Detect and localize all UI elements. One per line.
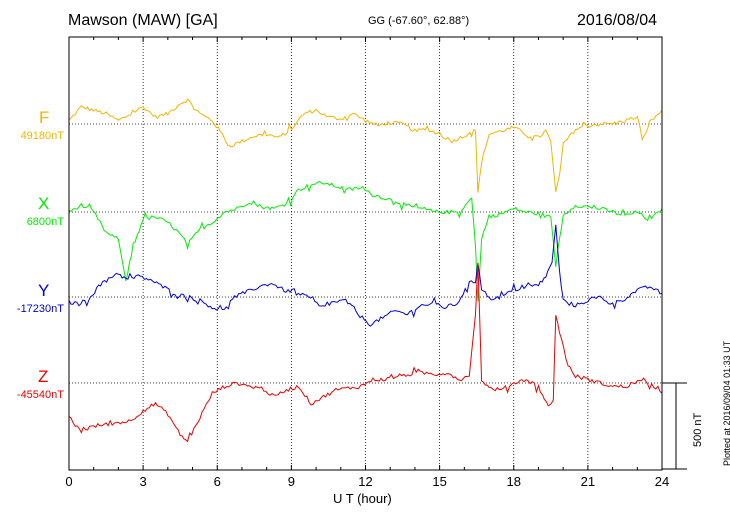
series-line-X xyxy=(68,181,663,302)
plotted-timestamp: Plotted at 2016/09/04 01:33 UT xyxy=(722,340,730,466)
baseline-label-X: 6800nT xyxy=(26,216,64,228)
station-title: Mawson (MAW) [GA] xyxy=(68,12,218,29)
component-label-Y: Y xyxy=(38,281,50,300)
x-axis-label: U T (hour) xyxy=(333,491,392,506)
x-tick-label: 24 xyxy=(654,474,670,489)
x-tick-label: 9 xyxy=(287,474,295,489)
x-tick-label: 6 xyxy=(213,474,221,489)
x-tick-label: 12 xyxy=(358,474,373,489)
station-coordinates: GG (-67.60°, 62.88°) xyxy=(368,15,470,27)
x-tick-label: 18 xyxy=(506,474,522,489)
baseline-label-F: 49180nT xyxy=(20,130,64,142)
x-tick-label: 15 xyxy=(432,474,447,489)
series-line-Z xyxy=(68,262,663,443)
series-line-Y xyxy=(68,224,663,327)
x-tick-label: 3 xyxy=(139,474,147,489)
plot-date: 2016/08/04 xyxy=(577,12,658,29)
component-label-Z: Z xyxy=(38,367,49,386)
component-label-F: F xyxy=(39,108,50,127)
scale-bar-label: 500 nT xyxy=(692,412,704,447)
baseline-label-Y: -17230nT xyxy=(16,303,64,315)
baseline-label-Z: -45540nT xyxy=(16,389,64,401)
plot-frame xyxy=(68,36,663,471)
series-line-F xyxy=(68,98,663,193)
scale-bar xyxy=(662,382,687,470)
grid xyxy=(69,37,662,470)
series-lines xyxy=(68,98,663,443)
x-tick-label: 0 xyxy=(65,474,73,489)
x-tick-label: 21 xyxy=(580,474,596,489)
component-label-X: X xyxy=(38,194,50,213)
